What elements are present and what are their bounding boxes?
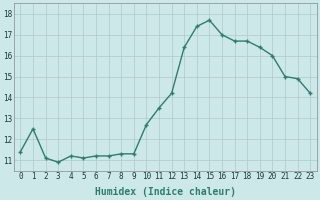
X-axis label: Humidex (Indice chaleur): Humidex (Indice chaleur) [95,186,236,197]
